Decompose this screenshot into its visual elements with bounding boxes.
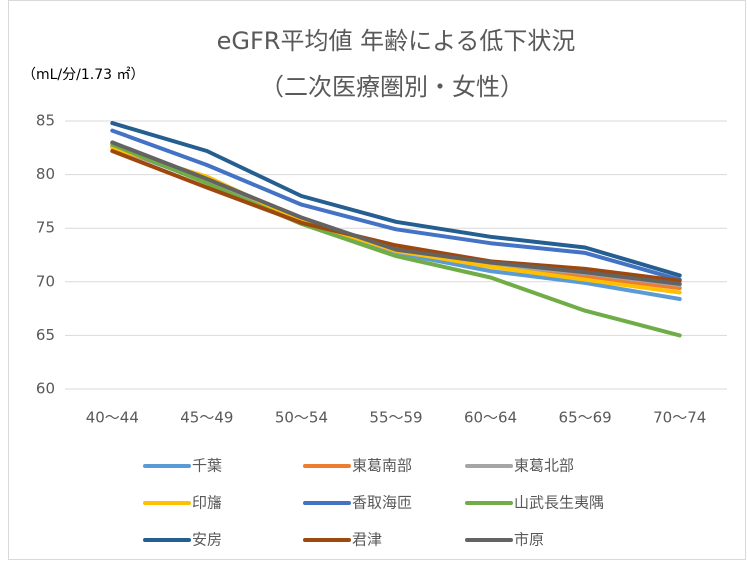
y-tick-label: 85 <box>36 112 55 130</box>
x-tick-label: 55～59 <box>369 409 422 427</box>
legend-label: 市原 <box>514 531 544 549</box>
legend-label: 東葛南部 <box>352 457 412 475</box>
x-tick-label: 40～44 <box>86 409 139 427</box>
legend-label: 千葉 <box>192 457 222 475</box>
x-tick-label: 65～69 <box>559 409 612 427</box>
x-tick-label: 70～74 <box>653 409 706 427</box>
y-axis-label: （mL/分/1.73 ㎡） <box>22 67 145 83</box>
legend-label: 安房 <box>192 531 222 549</box>
x-tick-label: 50～54 <box>275 409 328 427</box>
legend-label: 山武長生夷隅 <box>514 494 604 512</box>
y-tick-label: 65 <box>36 326 55 344</box>
chart-subtitle: （二次医療圏別・女性） <box>260 73 524 101</box>
x-tick-label: 45～49 <box>180 409 233 427</box>
y-tick-label: 70 <box>36 272 55 290</box>
x-tick-label: 60～64 <box>464 409 517 427</box>
y-tick-label: 75 <box>36 219 55 237</box>
legend-label: 東葛北部 <box>514 457 574 475</box>
y-tick-label: 80 <box>36 165 55 183</box>
series-line <box>110 142 682 338</box>
chart-title: eGFR平均値 年齢による低下状況 <box>217 27 576 55</box>
y-tick-label: 60 <box>36 380 55 398</box>
legend-label: 君津 <box>352 531 382 549</box>
series-line <box>110 128 682 282</box>
series-line <box>110 140 682 286</box>
legend-label: 香取海匝 <box>352 494 412 512</box>
legend-label: 印旛 <box>192 494 222 512</box>
series-line <box>110 121 682 278</box>
series-line <box>110 149 682 283</box>
